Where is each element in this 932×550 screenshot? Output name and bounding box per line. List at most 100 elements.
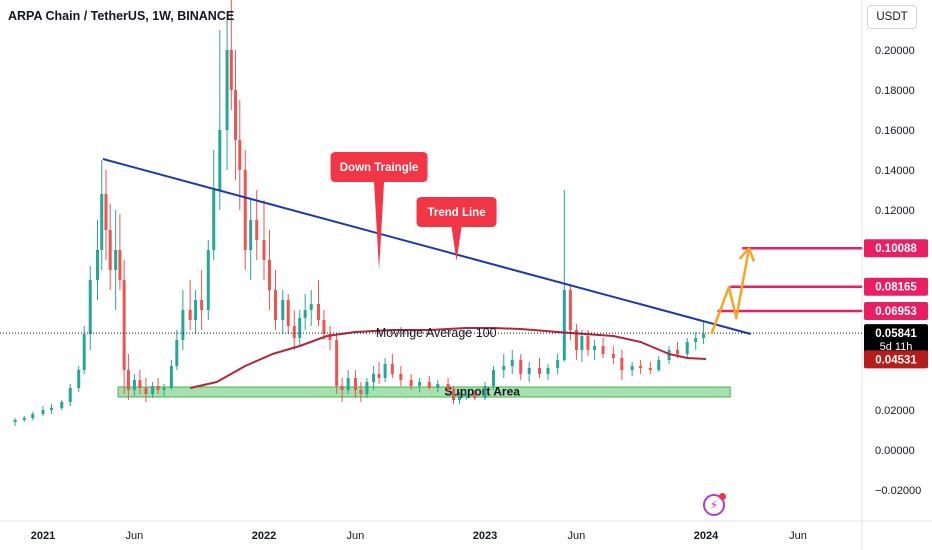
candle-body bbox=[13, 420, 17, 422]
candle-body bbox=[100, 194, 104, 250]
candle-body bbox=[620, 358, 624, 370]
candle-body bbox=[359, 390, 363, 394]
x-tick-label: 2023 bbox=[473, 530, 497, 542]
candle-body bbox=[118, 250, 122, 280]
candle-body bbox=[630, 366, 634, 370]
candle-body bbox=[537, 368, 541, 374]
currency-button[interactable]: USDT bbox=[867, 5, 917, 29]
candle-body bbox=[281, 300, 285, 320]
lightning-icon[interactable]: ⚡ bbox=[703, 493, 726, 516]
candle-body bbox=[335, 340, 339, 386]
candle-body bbox=[234, 90, 238, 140]
candle-body bbox=[206, 250, 210, 310]
y-tick-label: 0.16000 bbox=[875, 125, 915, 137]
candle-body bbox=[483, 386, 487, 398]
candle-body bbox=[200, 300, 204, 310]
candle-body bbox=[267, 260, 271, 290]
target-price-label: 0.08165 bbox=[875, 282, 917, 294]
y-tick-label: 0.12000 bbox=[875, 205, 915, 217]
candle-body bbox=[527, 368, 531, 374]
candle-body bbox=[104, 194, 108, 230]
projection-arrowhead bbox=[738, 247, 756, 262]
candle-body bbox=[49, 408, 53, 410]
candle-body bbox=[648, 368, 652, 370]
candle-body bbox=[243, 170, 247, 250]
candle-body bbox=[249, 220, 253, 250]
candle-body bbox=[473, 394, 477, 398]
candle-body bbox=[108, 230, 112, 270]
annotation-text: Trend Line bbox=[427, 207, 485, 219]
candle-body bbox=[502, 366, 506, 370]
candle-body bbox=[328, 334, 332, 340]
candle-body bbox=[510, 360, 514, 366]
target-price-label: 0.10088 bbox=[875, 243, 917, 255]
target-price-label-bg bbox=[864, 239, 928, 258]
y-tick-label: 0.02000 bbox=[875, 405, 915, 417]
candle-body bbox=[377, 374, 381, 378]
candle-body bbox=[390, 364, 394, 374]
ma-price-label-bg bbox=[864, 350, 928, 369]
candle-body bbox=[175, 340, 179, 366]
candle-body bbox=[218, 130, 222, 190]
candle-body bbox=[580, 336, 584, 350]
x-tick-label: 2024 bbox=[694, 530, 719, 542]
candle-body bbox=[546, 368, 550, 374]
candle-body bbox=[491, 370, 495, 386]
candle-body bbox=[68, 388, 72, 402]
candle-body bbox=[194, 300, 198, 320]
candle-body bbox=[132, 380, 136, 390]
candle-body bbox=[446, 384, 450, 390]
moving-average-line bbox=[189, 327, 707, 389]
candle-body bbox=[702, 334, 706, 338]
candle-body bbox=[436, 384, 440, 388]
annotation-text: Down Traingle bbox=[340, 162, 419, 174]
candle-body bbox=[169, 366, 173, 388]
target-price-label: 0.06953 bbox=[875, 306, 917, 318]
candle-body bbox=[238, 140, 242, 170]
candle-body bbox=[31, 414, 35, 418]
candle-body bbox=[452, 390, 456, 400]
candle-body bbox=[225, 50, 229, 130]
x-tick-label: Jun bbox=[789, 530, 807, 542]
candle-body bbox=[114, 250, 118, 270]
moving-average-label: Movinge Average 100 bbox=[376, 326, 497, 340]
candle-body bbox=[322, 320, 326, 334]
candle-body bbox=[88, 280, 92, 334]
x-tick-label: Jun bbox=[568, 530, 586, 542]
candle-body bbox=[82, 334, 86, 370]
candle-body bbox=[409, 380, 413, 386]
candle-body bbox=[685, 342, 689, 354]
y-tick-label: 0.20000 bbox=[875, 45, 915, 57]
candle-body bbox=[122, 280, 126, 370]
candle-body bbox=[519, 360, 523, 374]
projection-path bbox=[710, 248, 751, 335]
current-price-label: 0.05841 bbox=[875, 328, 917, 340]
candle-body bbox=[586, 336, 590, 350]
trend-line bbox=[102, 158, 752, 335]
x-tick-label: Jun bbox=[347, 530, 365, 542]
chart-title: ARPA Chain / TetherUS, 1W, BINANCE bbox=[8, 9, 235, 23]
support-area-label: Support Area bbox=[444, 385, 520, 399]
candle-body bbox=[95, 250, 99, 280]
candle-body bbox=[365, 382, 369, 394]
candle-body bbox=[353, 378, 357, 390]
candle-body bbox=[126, 370, 130, 390]
candle-body bbox=[298, 318, 302, 338]
candle-body bbox=[286, 300, 290, 326]
candle-body bbox=[162, 388, 166, 390]
candle-body bbox=[611, 354, 615, 358]
candle-body bbox=[346, 378, 350, 390]
candle-body bbox=[60, 402, 64, 408]
candle-body bbox=[188, 310, 192, 320]
x-tick-label: Jun bbox=[126, 530, 144, 542]
candle-body bbox=[229, 50, 233, 90]
candle-body bbox=[144, 388, 148, 394]
candle-body bbox=[255, 220, 259, 240]
y-tick-label: 0.14000 bbox=[875, 165, 915, 177]
candle-body bbox=[464, 394, 468, 396]
bolt-glyph: ⚡ bbox=[709, 498, 719, 512]
target-price-label-bg bbox=[864, 301, 928, 320]
candle-body bbox=[156, 386, 160, 390]
